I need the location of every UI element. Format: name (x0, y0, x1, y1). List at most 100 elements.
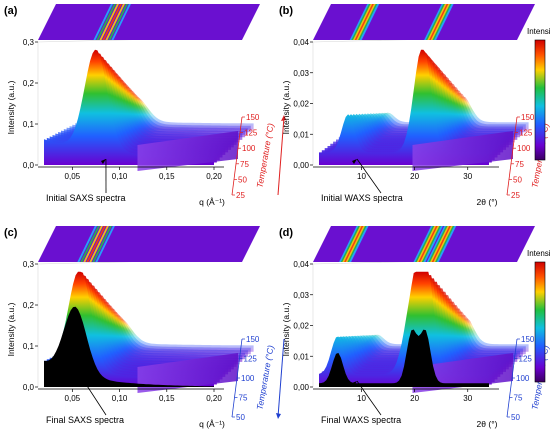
surface (44, 271, 254, 393)
surface (319, 49, 529, 171)
cooling-arrow (277, 338, 285, 418)
x-axis-title: q (Å⁻¹) (199, 419, 225, 429)
projection-stripe (421, 226, 442, 262)
projection-stripe (431, 226, 452, 262)
y-axis-title: Intensity (a.u.) (6, 80, 16, 134)
x-tick-label: 20 (410, 172, 419, 181)
temperature-tick-label: 150 (246, 335, 260, 344)
projection-stripe (95, 226, 115, 262)
projection-stripe (347, 226, 367, 262)
projection-stripe (424, 4, 444, 40)
heating-arrow-head (281, 115, 286, 121)
projection-stripe (433, 226, 453, 262)
projection-stripe (108, 4, 128, 40)
spectra-annotation: Initial SAXS spectra (46, 193, 126, 203)
projection-stripe (111, 4, 131, 40)
projection-stripe (429, 4, 449, 40)
x-tick-label: 0,10 (112, 394, 128, 403)
heating-arrow (277, 116, 285, 196)
x-tick-label: 10 (357, 172, 366, 181)
y-tick-label: 0,04 (293, 260, 309, 269)
x-tick-label: 30 (463, 172, 472, 181)
projection-stripe (83, 226, 103, 262)
annotation-arrow-head (100, 159, 106, 164)
x-axis-title: 2θ (°) (477, 197, 498, 207)
x-axis-title: q (Å⁻¹) (199, 197, 225, 207)
temperature-axis-title: Temperature (°C) (254, 344, 275, 410)
panel-label: (b) (279, 5, 293, 17)
projection-stripe (428, 226, 448, 262)
temperature-tick-label: 25 (236, 191, 245, 200)
temperature-axis-line (231, 116, 243, 196)
projection-stripe (93, 4, 113, 40)
projection-stripe (102, 4, 122, 40)
panel-d: (d) 0,00 0,01 0,02 0,03 0,04 Intensity (a.u.) 1… (279, 226, 550, 429)
y-tick-label: 0,3 (23, 38, 35, 47)
surface-slice (358, 96, 529, 130)
top-projection (313, 4, 535, 40)
temperature-tick-label: 150 (246, 113, 260, 122)
temperature-tick-label: 50 (513, 175, 522, 184)
surface-shelf (137, 353, 238, 393)
projection-stripe (354, 4, 375, 40)
panels: (a) 0,0 0,1 0,2 0,3 Intensity (a.u.) 0,05 0,10 0… (4, 4, 550, 429)
projection-stripe (342, 226, 362, 262)
projection-stripe (99, 4, 119, 40)
spectra-annotation: Final WAXS spectra (321, 415, 401, 425)
y-tick-label: 0,01 (293, 352, 309, 361)
temperature-tick-label: 150 (521, 335, 535, 344)
temperature-tick-label: 100 (517, 144, 531, 153)
projection-stripe (105, 4, 125, 40)
projection-plane (38, 226, 260, 262)
x-tick-label: 0,05 (65, 394, 81, 403)
final-profile (44, 306, 214, 387)
y-tick-label: 0,03 (293, 69, 309, 78)
projection-stripe (415, 226, 435, 262)
temperature-tick-label: 75 (239, 394, 248, 403)
projection-stripe (430, 4, 451, 40)
projection-stripe (430, 226, 450, 262)
y-tick-label: 0,0 (23, 161, 35, 170)
temperature-tick-label: 25 (511, 191, 520, 200)
temperature-tick-label: 75 (514, 394, 523, 403)
y-axis-title: Intensity (a.u.) (281, 302, 291, 356)
projection-stripe (80, 226, 100, 262)
projection-stripe (89, 226, 109, 262)
annotation-arrow-head (352, 381, 357, 386)
projection-stripe (92, 226, 112, 262)
x-tick-label: 10 (357, 394, 366, 403)
final-profile (319, 329, 489, 387)
panel-label: (a) (4, 5, 18, 17)
projection-stripe (340, 226, 361, 262)
projection-stripe (358, 4, 378, 40)
y-tick-label: 0,01 (293, 130, 309, 139)
x-tick-label: 30 (463, 394, 472, 403)
projection-stripe (435, 226, 455, 262)
y-tick-label: 0,03 (293, 291, 309, 300)
projection-plane (38, 4, 260, 40)
x-tick-label: 0,05 (65, 172, 81, 181)
projection-stripe (356, 4, 376, 40)
y-tick-label: 0,02 (293, 100, 309, 109)
projection-stripe (420, 226, 440, 262)
top-projection (313, 226, 535, 262)
projection-stripe (353, 4, 373, 40)
annotation-arrow (83, 380, 107, 416)
projection-stripe (351, 4, 371, 40)
temperature-tick-label: 50 (236, 413, 245, 422)
projection-stripe (96, 4, 116, 40)
projection-stripe (426, 226, 447, 262)
cooling-arrow-head (276, 413, 281, 419)
x-tick-label: 0,10 (112, 172, 128, 181)
annotation-arrow-head (78, 381, 84, 386)
temperature-tick-label: 125 (519, 355, 533, 364)
x-axis-title: 2θ (°) (477, 419, 498, 429)
colorbar-title: Intensity (527, 249, 550, 258)
y-tick-label: 0,00 (293, 383, 309, 392)
spectra-annotation: Initial WAXS spectra (321, 193, 403, 203)
y-tick-label: 0,1 (23, 120, 35, 129)
projection-stripe (418, 226, 438, 262)
temperature-tick-label: 100 (516, 374, 530, 383)
temperature-axis-line (506, 116, 518, 196)
